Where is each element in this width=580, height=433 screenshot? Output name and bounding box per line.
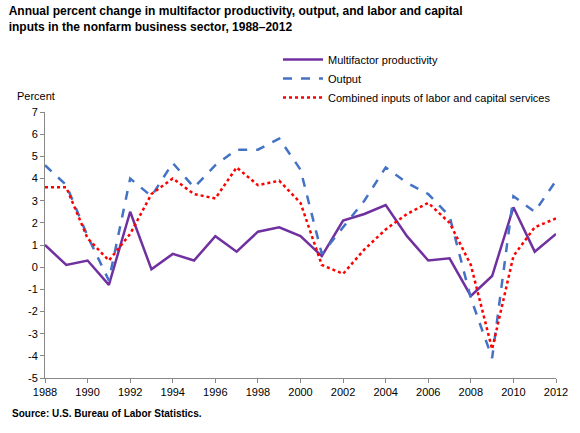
svg-text:2004: 2004 bbox=[373, 386, 397, 398]
svg-text:Combined inputs of labor and c: Combined inputs of labor and capital ser… bbox=[328, 92, 550, 104]
svg-text:-4: -4 bbox=[28, 350, 38, 362]
svg-text:2008: 2008 bbox=[459, 386, 483, 398]
svg-text:2006: 2006 bbox=[416, 386, 440, 398]
svg-text:7: 7 bbox=[32, 106, 38, 118]
svg-text:4: 4 bbox=[32, 172, 38, 184]
svg-text:1: 1 bbox=[32, 239, 38, 251]
svg-text:-5: -5 bbox=[28, 372, 38, 384]
svg-text:5: 5 bbox=[32, 150, 38, 162]
svg-text:1998: 1998 bbox=[246, 386, 270, 398]
svg-text:Output: Output bbox=[328, 73, 361, 85]
svg-text:Annual percent change in multi: Annual percent change in multifactor pro… bbox=[9, 4, 463, 34]
svg-text:1994: 1994 bbox=[161, 386, 185, 398]
svg-text:1988: 1988 bbox=[33, 386, 57, 398]
svg-text:1996: 1996 bbox=[203, 386, 227, 398]
svg-text:-3: -3 bbox=[28, 328, 38, 340]
svg-text:2010: 2010 bbox=[501, 386, 525, 398]
svg-text:2012: 2012 bbox=[544, 386, 568, 398]
svg-text:2002: 2002 bbox=[331, 386, 355, 398]
svg-text:1992: 1992 bbox=[118, 386, 142, 398]
svg-text:6: 6 bbox=[32, 128, 38, 140]
svg-text:1990: 1990 bbox=[75, 386, 99, 398]
svg-text:Percent: Percent bbox=[17, 90, 55, 102]
svg-text:Multifactor productivity: Multifactor productivity bbox=[328, 54, 438, 66]
svg-text:0: 0 bbox=[32, 261, 38, 273]
svg-text:Source: U.S. Bureau of Labor S: Source: U.S. Bureau of Labor Statistics. bbox=[12, 408, 202, 419]
svg-text:3: 3 bbox=[32, 195, 38, 207]
svg-text:2: 2 bbox=[32, 217, 38, 229]
svg-text:-2: -2 bbox=[28, 305, 38, 317]
svg-text:2000: 2000 bbox=[288, 386, 312, 398]
svg-text:-1: -1 bbox=[28, 283, 38, 295]
